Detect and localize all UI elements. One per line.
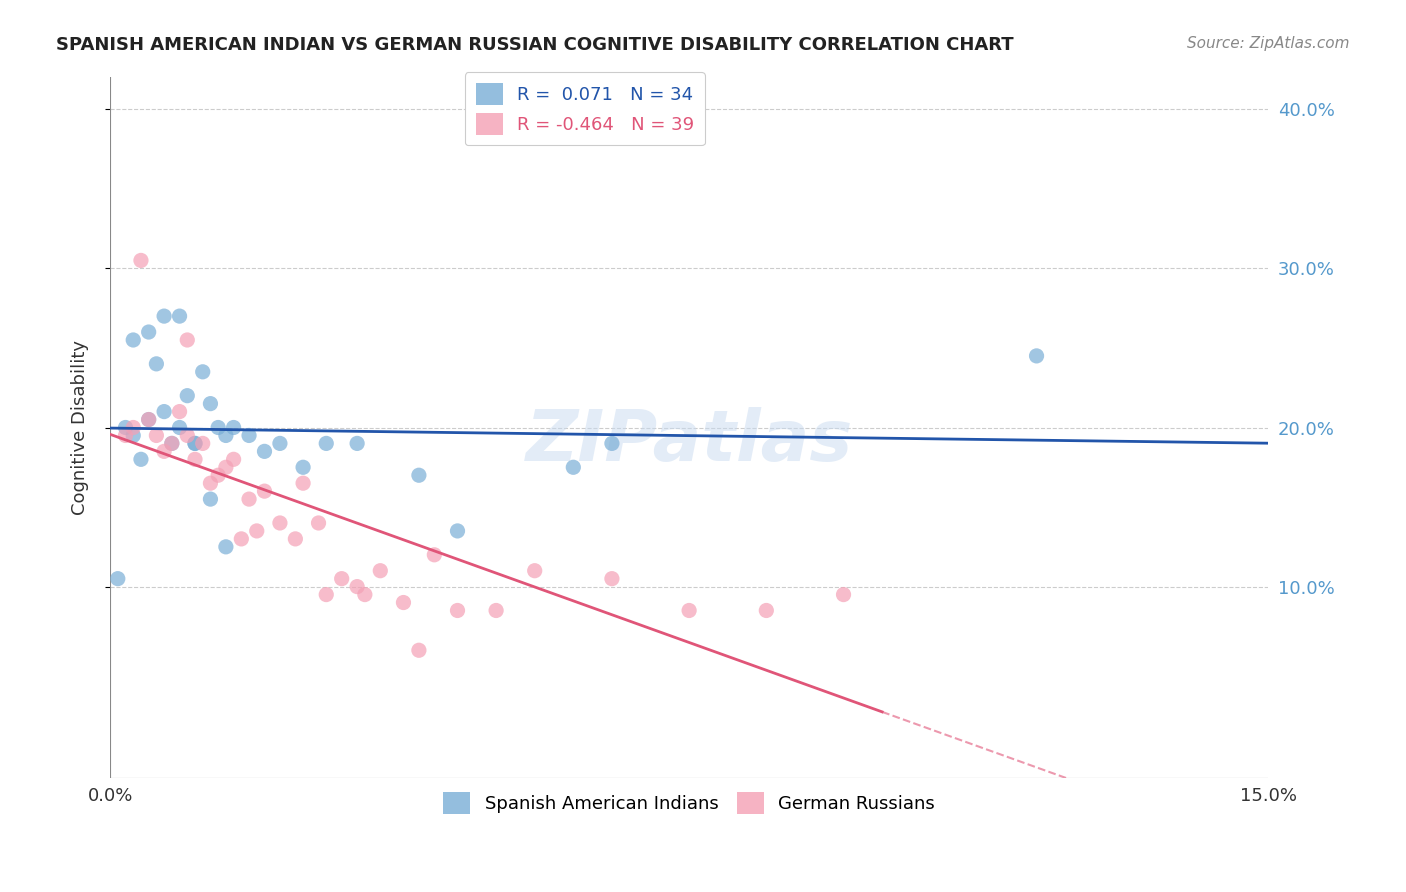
Point <box>169 420 191 434</box>
Point <box>215 540 238 554</box>
Point <box>191 365 214 379</box>
Point <box>145 428 167 442</box>
Point <box>145 357 167 371</box>
Point <box>269 516 291 530</box>
Point <box>408 468 430 483</box>
Point <box>176 333 198 347</box>
Point <box>408 643 430 657</box>
Point <box>169 404 191 418</box>
Point <box>284 532 307 546</box>
Point <box>346 580 368 594</box>
Point <box>238 492 260 507</box>
Point <box>600 436 623 450</box>
Point <box>315 436 337 450</box>
Point <box>392 595 415 609</box>
Point <box>523 564 546 578</box>
Y-axis label: Cognitive Disability: Cognitive Disability <box>72 340 89 515</box>
Point <box>122 420 145 434</box>
Point <box>138 325 160 339</box>
Point <box>207 468 229 483</box>
Point <box>114 428 136 442</box>
Point <box>423 548 446 562</box>
Point <box>246 524 269 538</box>
Point <box>222 420 245 434</box>
Point <box>107 572 129 586</box>
Point <box>129 253 152 268</box>
Point <box>346 436 368 450</box>
Point <box>200 492 222 507</box>
Point <box>153 309 176 323</box>
Point <box>446 524 468 538</box>
Point <box>114 420 136 434</box>
Point <box>153 404 176 418</box>
Point <box>678 603 700 617</box>
Point <box>292 460 315 475</box>
Point <box>292 476 315 491</box>
Point <box>269 436 291 450</box>
Point <box>207 420 229 434</box>
Point <box>446 603 468 617</box>
Point <box>176 389 198 403</box>
Point <box>485 603 508 617</box>
Point <box>160 436 183 450</box>
Point <box>169 309 191 323</box>
Point <box>315 588 337 602</box>
Point <box>122 333 145 347</box>
Point <box>191 436 214 450</box>
Point <box>184 452 207 467</box>
Point <box>184 436 207 450</box>
Point <box>562 460 585 475</box>
Point <box>153 444 176 458</box>
Point <box>832 588 855 602</box>
Point <box>1025 349 1047 363</box>
Text: Source: ZipAtlas.com: Source: ZipAtlas.com <box>1187 36 1350 51</box>
Point <box>138 412 160 426</box>
Point <box>238 428 260 442</box>
Point <box>215 428 238 442</box>
Point <box>368 564 391 578</box>
Point <box>253 484 276 499</box>
Point <box>222 452 245 467</box>
Point <box>176 428 198 442</box>
Point <box>231 532 253 546</box>
Point <box>200 476 222 491</box>
Point <box>138 412 160 426</box>
Text: ZIPatlas: ZIPatlas <box>526 407 853 476</box>
Point <box>600 572 623 586</box>
Point <box>755 603 778 617</box>
Point <box>308 516 330 530</box>
Point <box>184 436 207 450</box>
Point <box>122 428 145 442</box>
Point <box>330 572 353 586</box>
Point <box>253 444 276 458</box>
Point <box>129 452 152 467</box>
Point <box>353 588 375 602</box>
Point <box>215 460 238 475</box>
Legend: Spanish American Indians, German Russians: Spanish American Indians, German Russian… <box>433 780 946 824</box>
Text: SPANISH AMERICAN INDIAN VS GERMAN RUSSIAN COGNITIVE DISABILITY CORRELATION CHART: SPANISH AMERICAN INDIAN VS GERMAN RUSSIA… <box>56 36 1014 54</box>
Point <box>160 436 183 450</box>
Point <box>200 397 222 411</box>
